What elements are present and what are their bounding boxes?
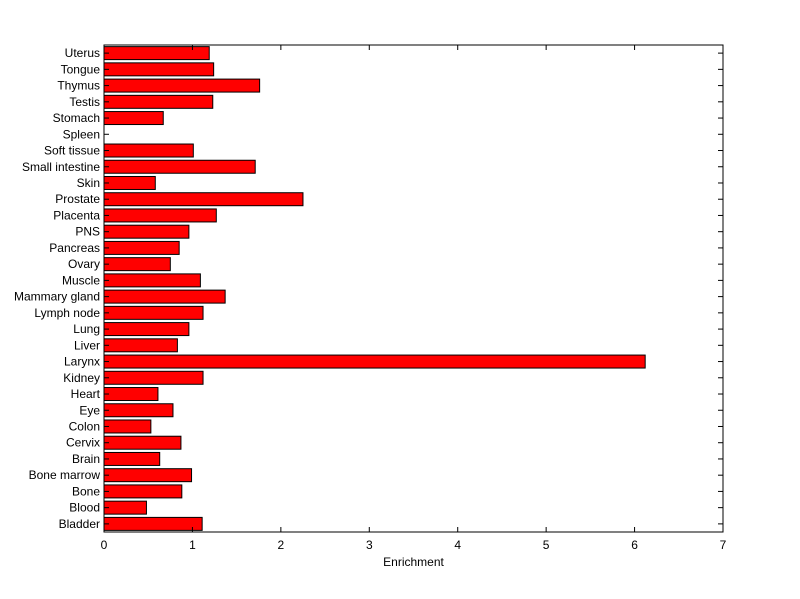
y-tick-label: Placenta [53, 208, 100, 222]
y-tick-label: Prostate [55, 192, 100, 206]
y-tick-label: Thymus [57, 79, 100, 93]
bars-group [103, 46, 646, 531]
x-tick-label: 3 [366, 538, 373, 552]
y-tick-label: Mammary gland [14, 290, 100, 304]
y-tick-label: Bone marrow [29, 468, 101, 482]
ticks-group [103, 45, 724, 532]
x-axis-label: Enrichment [383, 555, 444, 569]
bar-bladder [103, 516, 203, 531]
y-tick-label: PNS [75, 225, 100, 239]
y-tick-label: Brain [72, 452, 100, 466]
x-tick-label: 7 [720, 538, 727, 552]
x-tick-label: 1 [189, 538, 196, 552]
bar-lymph-node [103, 305, 204, 320]
y-tick-label: Muscle [62, 273, 100, 287]
bar-skin [103, 175, 156, 190]
y-tick-label: Liver [74, 338, 100, 352]
bar-tongue [103, 62, 215, 77]
x-tick-label: 2 [278, 538, 285, 552]
y-tick-label: Uterus [65, 46, 100, 60]
bar-pancreas [103, 240, 180, 255]
plot-frame [103, 44, 724, 533]
bar-heart [103, 387, 159, 402]
y-tick-label: Testis [69, 95, 100, 109]
y-tick-label: Lung [73, 322, 100, 336]
y-tick-label: Pancreas [49, 241, 100, 255]
y-tick-label: Skin [77, 176, 100, 190]
bar-colon [103, 419, 152, 434]
x-tick-label: 4 [454, 538, 461, 552]
labels-group: Bladder Blood Bone Bone marrow Brain Cervix Co… [14, 46, 727, 552]
bar-bone [103, 484, 183, 499]
y-tick-label: Small intestine [22, 160, 100, 174]
bar-uterus [103, 46, 210, 61]
bar-prostate [103, 192, 304, 207]
x-tick-label: 6 [631, 538, 638, 552]
bar-ovary [103, 257, 171, 272]
bar-lung [103, 322, 190, 337]
y-tick-label: Eye [79, 403, 100, 417]
bar-blood [103, 500, 147, 515]
y-tick-label: Bone [72, 484, 100, 498]
bar-muscle [103, 273, 201, 288]
y-tick-label: Stomach [53, 111, 100, 125]
bar-larynx [103, 354, 646, 369]
bar-liver [103, 338, 178, 353]
y-tick-label: Cervix [66, 436, 100, 450]
bar-stomach [103, 111, 164, 126]
bar-thymus [103, 78, 261, 93]
bar-kidney [103, 370, 204, 385]
x-tick-label: 0 [101, 538, 108, 552]
y-tick-label: Larynx [64, 355, 100, 369]
bar-bone-marrow [103, 468, 193, 483]
y-tick-label: Colon [69, 419, 100, 433]
y-tick-label: Blood [69, 501, 100, 515]
y-tick-label: Lymph node [34, 306, 100, 320]
bar-soft-tissue [103, 143, 194, 158]
bar-eye [103, 403, 174, 418]
bar-brain [103, 451, 161, 466]
bar-cervix [103, 435, 182, 450]
bar-pns [103, 224, 190, 239]
y-tick-label: Heart [71, 387, 101, 401]
y-tick-label: Tongue [61, 62, 101, 76]
x-tick-label: 5 [543, 538, 550, 552]
bar-mammary-gland [103, 289, 226, 304]
y-tick-label: Spleen [63, 127, 100, 141]
y-tick-label: Ovary [68, 257, 100, 271]
y-tick-label: Bladder [59, 517, 100, 531]
y-tick-label: Soft tissue [44, 144, 100, 158]
bar-placenta [103, 208, 217, 223]
bar-small-intestine [103, 159, 256, 174]
y-tick-label: Kidney [63, 371, 100, 385]
bar-testis [103, 94, 214, 109]
